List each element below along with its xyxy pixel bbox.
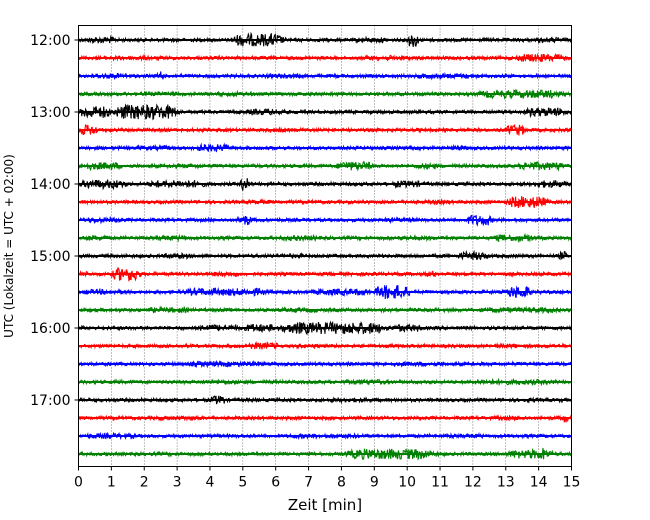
x-tick-label: 14 <box>530 475 548 491</box>
y-tick-label: 12:00 <box>30 33 70 49</box>
x-tick-label: 10 <box>398 475 416 491</box>
x-tick-label: 6 <box>271 475 280 491</box>
x-tick-label: 12 <box>464 475 482 491</box>
y-tick-label: 16:00 <box>30 321 70 337</box>
x-tick-label: 1 <box>107 475 116 491</box>
y-tick-label: 17:00 <box>30 393 70 409</box>
y-tick-label: 15:00 <box>30 249 70 265</box>
x-tick-label: 2 <box>140 475 149 491</box>
x-tick-label: 5 <box>238 475 247 491</box>
x-tick-label: 3 <box>173 475 182 491</box>
y-axis-label: UTC (Lokalzeit = UTC + 02:00) <box>2 154 16 338</box>
x-tick-label: 4 <box>206 475 215 491</box>
x-tick-label: 11 <box>431 475 449 491</box>
trace-14:15 <box>77 196 572 209</box>
x-tick-label: 9 <box>370 475 379 491</box>
x-axis-ticks: 0 1 2 3 4 5 6 7 8 9 10 11 12 13 14 15 <box>74 466 581 491</box>
trace-13:00 <box>78 103 573 121</box>
x-tick-label: 0 <box>74 475 83 491</box>
y-tick-label: 13:00 <box>30 105 70 121</box>
y-axis-ticks: 12:00 13:00 14:00 15:00 16:00 17:00 <box>30 33 79 409</box>
x-tick-label: 8 <box>337 475 346 491</box>
x-tick-label: 13 <box>497 475 515 491</box>
trace-16:00 <box>77 320 573 336</box>
y-tick-label: 14:00 <box>30 177 70 193</box>
x-axis-label: Zeit [min] <box>288 496 362 514</box>
seismogram-traces <box>77 31 573 461</box>
x-tick-label: 7 <box>304 475 313 491</box>
plot-frame <box>78 25 572 467</box>
x-tick-label: 15 <box>563 475 581 491</box>
